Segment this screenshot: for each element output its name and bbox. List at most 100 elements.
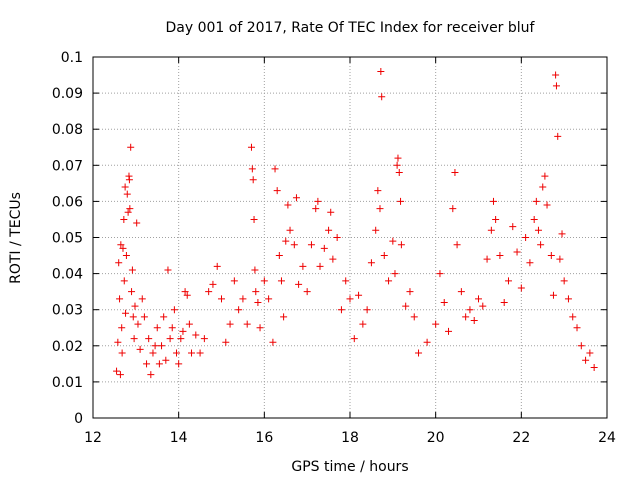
data-point (532, 197, 540, 205)
data-point (569, 313, 577, 321)
data-point (290, 241, 298, 249)
data-point (129, 313, 137, 321)
data-point (273, 187, 281, 195)
data-point (136, 345, 144, 353)
data-point (552, 82, 560, 90)
data-point (162, 356, 170, 364)
data-point (389, 237, 397, 245)
data-point (500, 298, 508, 306)
data-point (526, 259, 534, 267)
data-point (582, 356, 590, 364)
x-tick-label: 12 (84, 430, 102, 446)
data-point (432, 320, 440, 328)
data-point (378, 93, 386, 101)
data-point (235, 306, 243, 314)
data-point (164, 266, 172, 274)
data-point (556, 255, 564, 263)
data-point (327, 208, 335, 216)
data-point (299, 262, 307, 270)
x-tick-label: 24 (598, 430, 616, 446)
y-tick-label: 0 (74, 411, 83, 427)
data-point (564, 295, 572, 303)
y-tick-label: 0.01 (52, 375, 83, 391)
data-point (329, 255, 337, 263)
data-point (122, 309, 130, 317)
data-point (252, 288, 260, 296)
data-point (127, 143, 135, 151)
y-axis-label: ROTI / TECUs (8, 192, 24, 284)
data-point (479, 302, 487, 310)
data-point (372, 226, 380, 234)
data-point (155, 360, 163, 368)
data-point (402, 302, 410, 310)
data-point (325, 226, 333, 234)
data-point (282, 237, 290, 245)
x-tick-label: 18 (341, 430, 359, 446)
data-point (312, 205, 320, 213)
data-point (277, 277, 285, 285)
data-point (226, 320, 234, 328)
data-point (119, 244, 127, 252)
data-point (284, 201, 292, 209)
data-point (196, 349, 204, 357)
data-point (522, 234, 530, 241)
data-point (175, 360, 183, 368)
data-point (116, 295, 124, 303)
data-point (151, 342, 159, 350)
data-point (118, 349, 126, 357)
data-point (145, 335, 153, 343)
data-point (286, 226, 294, 234)
data-point (230, 277, 238, 285)
data-point (120, 215, 128, 223)
data-point (470, 317, 478, 325)
data-point (260, 277, 268, 285)
data-point (166, 335, 174, 343)
x-tick-label: 20 (427, 430, 445, 446)
data-point (133, 219, 141, 227)
data-point (397, 241, 405, 249)
axis-ticks (92, 56, 608, 419)
data-point (539, 183, 547, 191)
data-point (560, 277, 568, 285)
data-point (333, 234, 341, 241)
data-point (410, 313, 418, 321)
data-point (269, 338, 277, 346)
data-point (549, 291, 557, 299)
data-point (537, 241, 545, 249)
data-point (377, 67, 385, 75)
data-point (367, 259, 375, 267)
data-point (509, 223, 517, 231)
data-point (248, 165, 256, 173)
data-point (126, 205, 134, 213)
data-point (140, 313, 148, 321)
data-point (492, 215, 500, 223)
data-point (120, 277, 128, 285)
y-tick-label: 0.08 (52, 122, 83, 138)
data-points (113, 67, 598, 379)
data-point (185, 320, 193, 328)
data-point (153, 324, 161, 332)
data-point (385, 277, 393, 285)
data-point (449, 205, 457, 213)
data-point (487, 226, 495, 234)
data-point (121, 183, 129, 191)
data-point (177, 335, 185, 343)
data-point (160, 313, 168, 321)
axis-tick-labels: 12 14 16 18 20 22 24 0 0.01 0.02 0.03 0.04 0.05 0.06 0… (52, 50, 616, 446)
data-point (489, 197, 497, 205)
data-point (346, 295, 354, 303)
data-point (423, 338, 431, 346)
data-point (115, 259, 123, 267)
data-point (123, 190, 131, 198)
data-point (138, 295, 146, 303)
y-tick-label: 0.04 (52, 267, 83, 283)
data-point (143, 360, 151, 368)
data-point (303, 288, 311, 296)
data-point (457, 288, 465, 296)
data-point (483, 255, 491, 263)
data-point (128, 266, 136, 274)
data-point (249, 176, 257, 184)
data-point (586, 349, 594, 357)
data-point (222, 338, 230, 346)
